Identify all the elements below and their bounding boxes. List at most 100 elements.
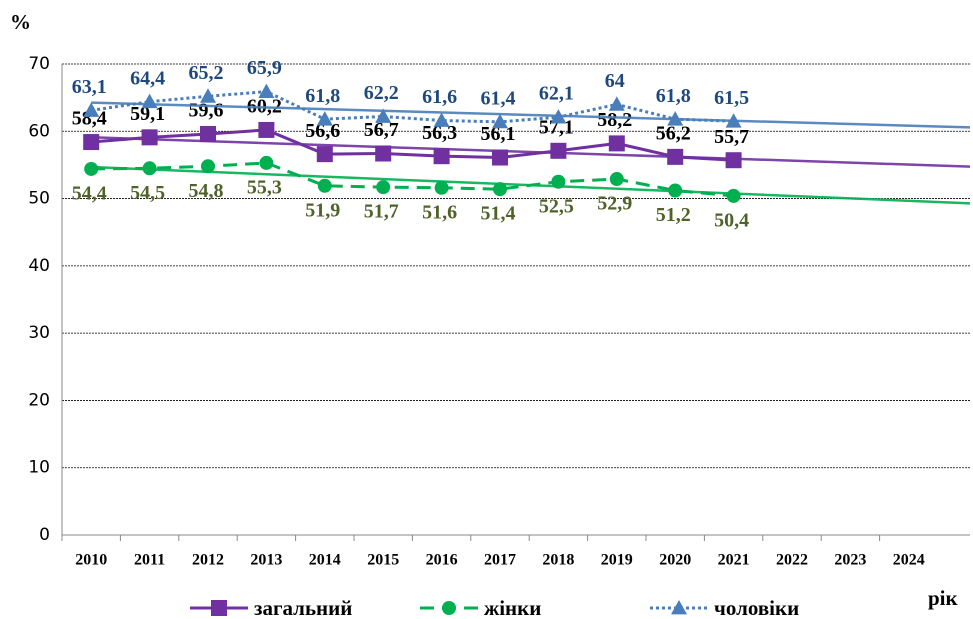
x-tick-label: 2015 — [367, 552, 399, 569]
marker — [316, 146, 333, 163]
y-tick-label: 40 — [28, 256, 50, 276]
data-label: 62,1 — [539, 83, 574, 105]
data-label: 50,4 — [714, 209, 749, 231]
x-tick-label: 2013 — [250, 552, 282, 569]
data-label: 58,4 — [72, 108, 107, 130]
trendline — [91, 101, 971, 129]
data-label: 61,4 — [481, 87, 516, 109]
marker — [375, 108, 392, 123]
marker — [316, 111, 333, 126]
data-label: 65,9 — [247, 57, 282, 79]
data-label: 61,8 — [305, 85, 340, 107]
series-line — [91, 128, 734, 162]
y-tick-label: 20 — [28, 390, 50, 410]
x-tick-label: 2011 — [134, 552, 165, 569]
data-label: 56,7 — [364, 119, 399, 141]
data-label: 51,7 — [364, 201, 399, 223]
x-tick-label: 2019 — [601, 552, 633, 569]
x-tick-label: 2021 — [718, 552, 750, 569]
marker — [201, 159, 215, 174]
x-tick-label: 2014 — [309, 552, 341, 569]
marker — [492, 113, 508, 129]
data-label: 61,8 — [656, 85, 691, 107]
data-label: 55,7 — [714, 126, 749, 148]
data-label: 65,2 — [189, 62, 224, 84]
data-label: 55,3 — [247, 177, 282, 199]
data-label: 54,8 — [189, 180, 224, 202]
data-label: 52,5 — [539, 195, 574, 217]
x-tick-label: 2018 — [542, 552, 574, 569]
marker — [200, 88, 216, 103]
data-label: 54,5 — [130, 182, 165, 204]
marker — [433, 148, 450, 165]
data-label: 64 — [605, 70, 625, 92]
marker — [142, 161, 157, 176]
y-tick-label: 70 — [28, 54, 50, 74]
y-tick-label: 0 — [39, 525, 50, 545]
marker — [83, 134, 100, 151]
x-tick-label: 2016 — [426, 552, 458, 569]
x-tick-label: 2020 — [659, 552, 691, 569]
marker — [141, 93, 158, 109]
marker — [317, 178, 332, 193]
data-label: 51,9 — [305, 199, 340, 221]
data-label: 52,9 — [597, 193, 632, 215]
marker — [550, 142, 567, 159]
x-tick-label: 2017 — [484, 552, 516, 569]
marker — [375, 145, 392, 162]
series-line — [91, 161, 734, 198]
data-label: 63,1 — [72, 76, 107, 98]
data-label: 56,3 — [422, 122, 457, 144]
marker — [668, 183, 683, 198]
x-tick-label: 2022 — [776, 552, 808, 569]
x-axis-label: рік — [928, 586, 959, 610]
marker — [258, 83, 275, 98]
marker — [609, 172, 624, 187]
marker — [376, 180, 391, 195]
data-label: 56,2 — [656, 122, 691, 144]
y-axis-label: % — [10, 10, 31, 34]
y-tick-label: 30 — [28, 323, 50, 343]
marker — [433, 112, 450, 127]
y-tick-label: 10 — [28, 458, 50, 478]
marker — [259, 155, 274, 170]
x-tick-label: 2024 — [893, 552, 925, 569]
data-label: 61,5 — [714, 87, 749, 109]
marker — [84, 161, 99, 176]
x-tick-label: 2023 — [834, 552, 866, 569]
marker — [492, 149, 508, 166]
legend-label: жінки — [484, 596, 541, 619]
data-label: 51,2 — [656, 204, 691, 226]
marker — [667, 111, 684, 126]
y-tick-label: 60 — [28, 121, 50, 141]
marker — [493, 182, 507, 197]
marker — [608, 135, 625, 152]
marker — [608, 96, 625, 111]
legend-label: чоловіки — [714, 596, 799, 619]
data-label: 59,6 — [189, 100, 224, 122]
marker — [725, 152, 742, 169]
marker — [725, 113, 742, 128]
data-label: 51,6 — [422, 201, 457, 223]
marker — [671, 600, 687, 615]
marker — [726, 188, 741, 203]
marker — [200, 125, 216, 142]
data-label: 51,4 — [481, 203, 516, 225]
marker — [434, 180, 449, 195]
marker — [442, 601, 456, 615]
y-tick-label: 50 — [28, 189, 50, 209]
marker — [141, 129, 158, 146]
x-tick-label: 2012 — [192, 552, 224, 569]
marker — [83, 102, 100, 117]
marker — [667, 148, 684, 165]
x-tick-label: 2010 — [75, 552, 107, 569]
data-label: 59,1 — [130, 103, 165, 125]
trendline — [91, 136, 971, 168]
marker — [258, 121, 275, 138]
data-label: 61,6 — [422, 86, 457, 108]
data-label: 64,4 — [130, 67, 165, 89]
data-label: 56,1 — [481, 123, 516, 145]
data-label: 54,4 — [72, 183, 107, 205]
data-label: 58,2 — [597, 109, 632, 131]
